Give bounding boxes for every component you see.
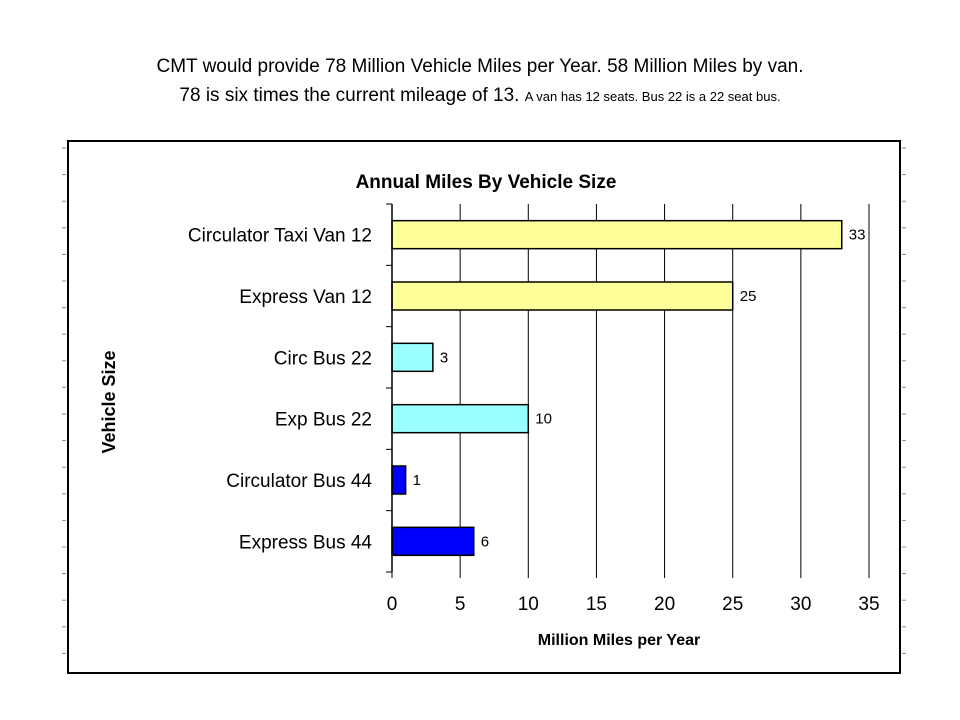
category-label: Express Van 12 [239,287,372,308]
bar [391,281,734,311]
data-label: 1 [413,472,421,489]
bars [391,219,843,557]
labels: 0 5 10 15 20 25 30 35 Circulator Taxi Van 12 33 Ex… [188,226,880,615]
x-tick-label: 15 [586,594,607,615]
x-tick-label: 20 [654,594,675,615]
x-tick-label: 25 [722,594,743,615]
x-axis-label: Million Miles per Year [538,632,700,649]
chart-title: Annual Miles By Vehicle Size [356,172,617,193]
data-label: 6 [481,533,489,550]
slide-title-note: A van has 12 seats. Bus 22 is a 22 seat … [524,89,781,104]
x-tick-label: 10 [518,594,539,615]
category-label: Circulator Bus 44 [226,471,372,492]
data-label: 33 [849,227,866,244]
category-label: Circulator Taxi Van 12 [188,226,372,247]
data-label: 3 [440,349,448,366]
gridlines [459,204,870,572]
bar [391,219,843,250]
slide-title: CMT would provide 78 Million Vehicle Mil… [20,52,940,111]
data-label: 25 [740,288,757,305]
bar [391,403,530,434]
frame-left-edge-marks [62,147,66,654]
frame-right-edge-marks [902,147,906,654]
bar [391,526,475,557]
x-tick-label: 30 [790,594,811,615]
slide-title-line-2: 78 is six times the current mileage of 1… [20,81,940,111]
bar-chart: Annual Miles By Vehicle Size Vehicle Siz… [99,172,880,649]
axes [386,203,870,578]
category-label: Express Bus 44 [239,532,372,553]
bar [391,342,434,373]
x-tick-label: 35 [858,594,879,615]
slide-title-line-1: CMT would provide 78 Million Vehicle Mil… [156,56,804,77]
x-tick-label: 5 [455,594,466,615]
slide-title-line-2-main: 78 is six times the current mileage of 1… [179,85,520,106]
y-axis-label: Vehicle Size [99,350,119,453]
category-label: Exp Bus 22 [275,410,372,431]
bar [391,465,407,495]
x-tick-label: 0 [387,594,398,615]
data-label: 10 [535,411,552,428]
chart-frame: Annual Miles By Vehicle Size Vehicle Siz… [67,140,901,674]
category-label: Circ Bus 22 [274,348,372,369]
